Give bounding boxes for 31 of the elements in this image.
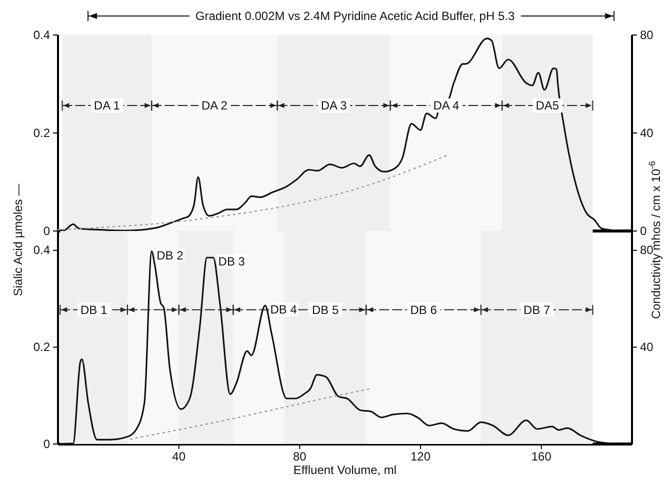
y-tick-label: 0.4 [33,243,50,258]
band-label: DA 4 [433,98,460,113]
y-tick-label: 0 [43,436,50,451]
band-label: DA 1 [94,98,120,113]
x-tick-label: 120 [410,450,431,464]
y-tick-label: 0 [43,224,50,238]
y-tick-label: 0.2 [33,340,50,354]
x-tick-label: 40 [172,450,186,464]
y-tick-label: 0.4 [33,28,50,42]
y-axis-title: Sialic Acid µmoles — [11,184,25,296]
x-tick-label: 80 [293,450,307,464]
band-label: DA 2 [201,98,228,113]
band-label: DB 7 [523,302,550,317]
band-label: DB 1 [80,302,108,317]
band-label: DB 6 [410,302,438,317]
x-tick-label: 160 [531,450,552,464]
annotation: DB 4 [270,302,298,317]
y2-tick-label: 40 [640,126,654,140]
y2-tick-label: 80 [640,243,654,258]
chart-title: Gradient 0.002M vs 2.4M Pyridine Acetic Acid Buffer, pH 5.3 [195,9,515,23]
y2-tick-label: 40 [640,340,654,354]
y-tick-label: 0.2 [33,126,50,140]
x-axis-title: Effluent Volume, ml [293,463,397,477]
annotation: DB 2 [156,248,184,262]
y2-tick-label: 80 [640,28,654,42]
band-label: DA5 [536,98,560,113]
band-label: DB 5 [312,302,340,317]
line-series [57,154,448,230]
annotation: DB 3 [218,254,246,269]
y2-tick-label: 0 [640,224,647,238]
band-label: DA 3 [320,98,348,113]
